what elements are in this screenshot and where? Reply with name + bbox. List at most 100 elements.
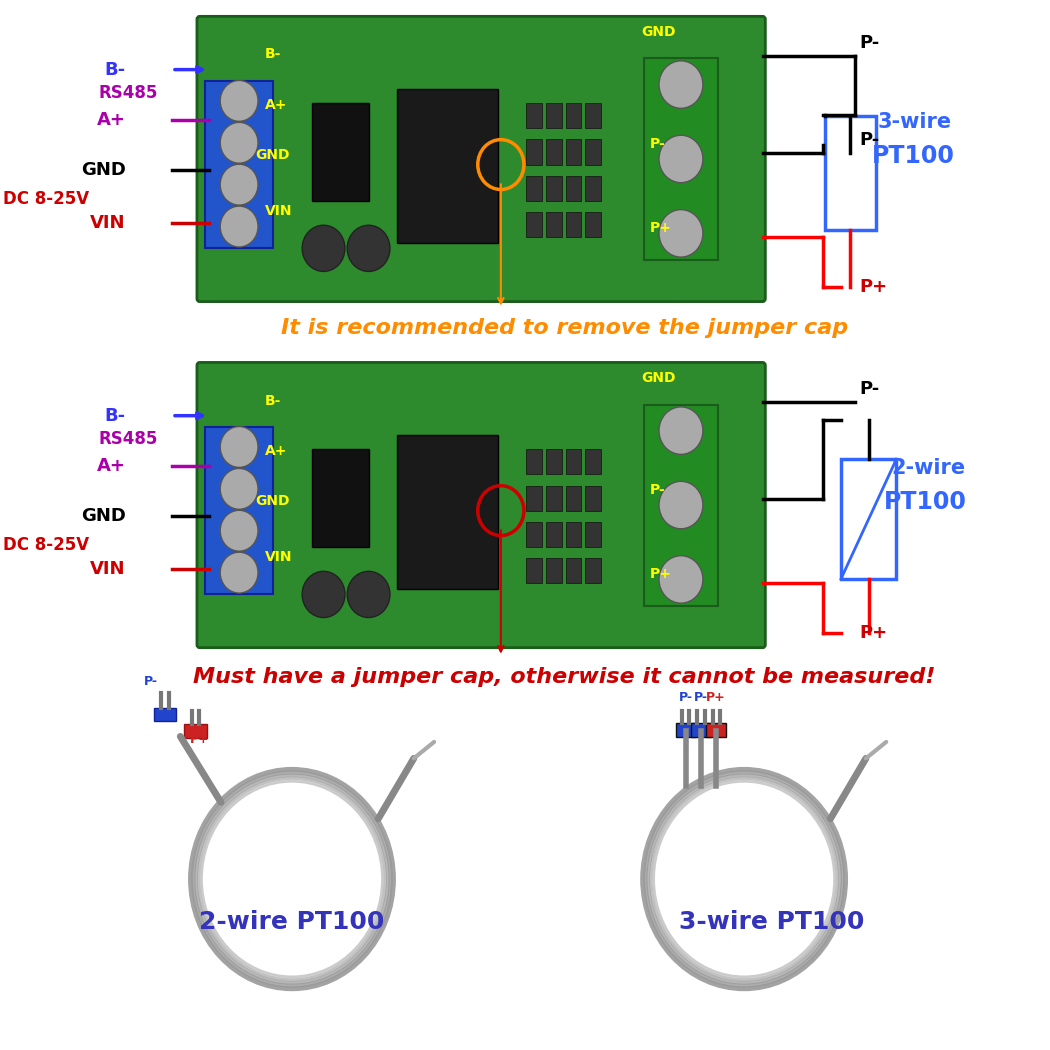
Bar bbox=[585, 522, 601, 547]
Circle shape bbox=[220, 164, 258, 205]
Text: PT100: PT100 bbox=[884, 490, 967, 514]
Text: P-: P- bbox=[650, 483, 666, 497]
Bar bbox=[825, 116, 876, 230]
Text: DC 8-25V: DC 8-25V bbox=[3, 190, 89, 208]
Bar bbox=[546, 449, 562, 475]
Bar bbox=[546, 522, 562, 547]
Text: P-: P- bbox=[694, 691, 708, 705]
Text: Must have a jumper cap, otherwise it cannot be measured!: Must have a jumper cap, otherwise it can… bbox=[193, 667, 936, 687]
Bar bbox=[566, 140, 582, 165]
Bar bbox=[566, 175, 582, 201]
Text: P-: P- bbox=[678, 691, 693, 705]
Text: B-: B- bbox=[265, 47, 280, 62]
Text: A+: A+ bbox=[265, 98, 287, 111]
Text: P-: P- bbox=[860, 131, 880, 149]
Bar bbox=[566, 212, 582, 237]
Text: GND: GND bbox=[642, 372, 676, 385]
Text: B-: B- bbox=[105, 406, 126, 424]
Bar bbox=[675, 723, 696, 737]
Bar bbox=[546, 485, 562, 510]
Bar bbox=[397, 89, 498, 243]
Circle shape bbox=[220, 81, 258, 122]
Text: GND: GND bbox=[642, 25, 676, 39]
Bar bbox=[566, 449, 582, 475]
Text: P+: P+ bbox=[190, 733, 210, 746]
Text: RS485: RS485 bbox=[99, 429, 159, 447]
Bar bbox=[526, 103, 542, 128]
Circle shape bbox=[302, 225, 345, 272]
Text: GND: GND bbox=[81, 507, 126, 525]
Circle shape bbox=[348, 225, 390, 272]
Text: VIN: VIN bbox=[265, 550, 292, 564]
Bar bbox=[585, 485, 601, 510]
Text: RS485: RS485 bbox=[99, 84, 159, 102]
Circle shape bbox=[659, 135, 702, 183]
FancyBboxPatch shape bbox=[197, 17, 765, 301]
Circle shape bbox=[302, 571, 345, 617]
Text: GND: GND bbox=[255, 148, 290, 162]
Bar bbox=[645, 404, 717, 606]
Text: P+: P+ bbox=[707, 691, 727, 705]
Bar bbox=[397, 436, 498, 589]
Text: B-: B- bbox=[265, 394, 280, 407]
Circle shape bbox=[220, 426, 258, 467]
Circle shape bbox=[659, 407, 702, 455]
Bar bbox=[566, 103, 582, 128]
Bar bbox=[585, 103, 601, 128]
Bar bbox=[526, 140, 542, 165]
Text: VIN: VIN bbox=[265, 204, 292, 217]
Text: GND: GND bbox=[81, 161, 126, 180]
Text: P+: P+ bbox=[860, 624, 887, 643]
Bar bbox=[546, 175, 562, 201]
Text: DC 8-25V: DC 8-25V bbox=[3, 536, 89, 553]
Text: P-: P- bbox=[860, 34, 880, 51]
Text: 3-wire PT100: 3-wire PT100 bbox=[679, 910, 864, 933]
Circle shape bbox=[220, 552, 258, 593]
Text: B-: B- bbox=[105, 61, 126, 79]
Circle shape bbox=[659, 481, 702, 529]
Text: A+: A+ bbox=[97, 111, 126, 129]
Circle shape bbox=[220, 510, 258, 551]
Bar bbox=[546, 559, 562, 583]
Bar bbox=[585, 212, 601, 237]
Text: 2-wire: 2-wire bbox=[891, 458, 966, 478]
Bar bbox=[526, 175, 542, 201]
Text: P-: P- bbox=[144, 674, 159, 688]
Text: VIN: VIN bbox=[90, 214, 126, 232]
Text: VIN: VIN bbox=[90, 561, 126, 579]
Bar bbox=[526, 212, 542, 237]
Circle shape bbox=[220, 206, 258, 247]
Bar bbox=[546, 103, 562, 128]
Text: 2-wire PT100: 2-wire PT100 bbox=[200, 910, 384, 933]
Bar bbox=[526, 522, 542, 547]
FancyBboxPatch shape bbox=[197, 362, 765, 648]
Text: GND: GND bbox=[255, 495, 290, 508]
Text: P+: P+ bbox=[650, 567, 672, 581]
Text: PT100: PT100 bbox=[872, 144, 954, 168]
Bar bbox=[566, 559, 582, 583]
Bar bbox=[185, 723, 207, 738]
Circle shape bbox=[659, 555, 702, 603]
Bar bbox=[585, 140, 601, 165]
Bar bbox=[585, 175, 601, 201]
Text: P+: P+ bbox=[860, 278, 887, 296]
Bar bbox=[546, 140, 562, 165]
Bar bbox=[312, 103, 369, 201]
Circle shape bbox=[220, 123, 258, 163]
Bar bbox=[206, 427, 273, 594]
Bar bbox=[154, 708, 176, 721]
Text: A+: A+ bbox=[265, 444, 287, 458]
Circle shape bbox=[220, 468, 258, 509]
Circle shape bbox=[659, 210, 702, 257]
Bar bbox=[841, 459, 897, 579]
Bar bbox=[546, 212, 562, 237]
Circle shape bbox=[659, 61, 702, 108]
Bar bbox=[691, 723, 711, 737]
Bar bbox=[645, 59, 717, 259]
Circle shape bbox=[348, 571, 390, 617]
Bar bbox=[585, 449, 601, 475]
Bar bbox=[526, 559, 542, 583]
Bar bbox=[526, 485, 542, 510]
Bar bbox=[526, 449, 542, 475]
Text: P-: P- bbox=[860, 380, 880, 398]
